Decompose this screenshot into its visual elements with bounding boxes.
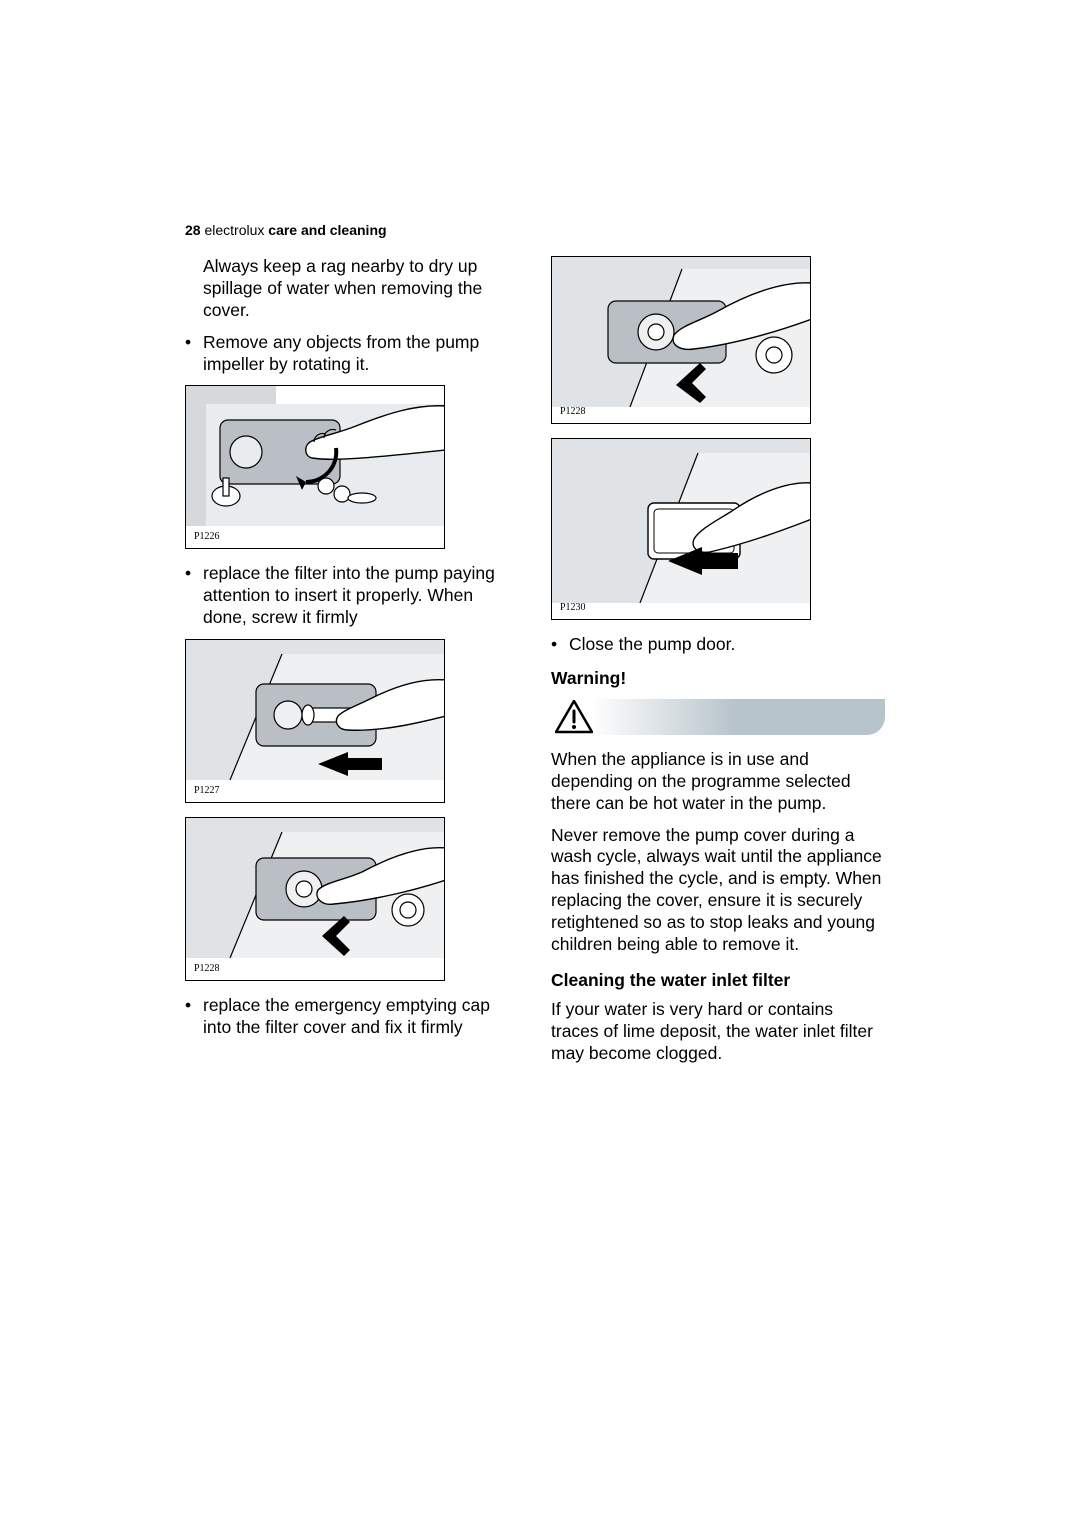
figure-label: P1230 [560, 602, 586, 613]
step-text: replace the filter into the pump paying … [203, 563, 519, 629]
subheading-inlet-filter: Cleaning the water inlet filter [551, 970, 885, 991]
figure-p1230: P1230 [551, 438, 811, 620]
step-close-door: • Close the pump door. [551, 634, 885, 656]
figure-label: P1227 [194, 785, 220, 796]
step-text: replace the emergency emptying cap into … [203, 995, 519, 1039]
two-column-layout: Always keep a rag nearby to dry up spill… [185, 256, 885, 1074]
brand-name: electrolux [204, 222, 264, 238]
right-column: P1228 [551, 256, 885, 1074]
left-column: Always keep a rag nearby to dry up spill… [185, 256, 519, 1074]
warning-heading: Warning! [551, 668, 885, 689]
figure-label: P1228 [194, 963, 220, 974]
figure-body [186, 640, 444, 780]
figure-body [186, 386, 444, 526]
illustration-screw-filter [186, 818, 444, 958]
step-replace-cap: • replace the emergency emptying cap int… [185, 995, 519, 1039]
figure-label: P1226 [194, 531, 220, 542]
step-remove-objects: • Remove any objects from the pump impel… [185, 332, 519, 376]
bullet-icon: • [551, 634, 569, 656]
figure-body [552, 257, 810, 407]
illustration-remove-objects [186, 386, 444, 526]
figure-p1227: P1227 [185, 639, 445, 803]
inlet-filter-paragraph: If your water is very hard or contains t… [551, 999, 885, 1065]
bullet-icon: • [185, 563, 203, 629]
bullet-icon: • [185, 332, 203, 376]
illustration-close-door [552, 439, 810, 603]
warning-bar [551, 699, 885, 735]
illustration-insert-filter [186, 640, 444, 780]
figure-label: P1228 [560, 406, 586, 417]
page-number: 28 [185, 222, 201, 238]
warning-paragraph-2: Never remove the pump cover during a was… [551, 825, 885, 956]
figure-body [552, 439, 810, 603]
page-header: 28 electrolux care and cleaning [185, 222, 885, 238]
step-replace-filter: • replace the filter into the pump payin… [185, 563, 519, 629]
figure-body [186, 818, 444, 958]
figure-p1228-right: P1228 [551, 256, 811, 424]
section-title: care and cleaning [268, 222, 386, 238]
warning-bar-bg [551, 699, 885, 735]
manual-page: 28 electrolux care and cleaning Always k… [185, 222, 885, 1074]
figure-p1226: P1226 [185, 385, 445, 549]
step-text: Remove any objects from the pump impelle… [203, 332, 519, 376]
illustration-fix-cap [552, 257, 810, 407]
warning-triangle-icon [555, 700, 593, 734]
bullet-icon: • [185, 995, 203, 1039]
intro-paragraph: Always keep a rag nearby to dry up spill… [185, 256, 519, 322]
figure-p1228-left: P1228 [185, 817, 445, 981]
warning-paragraph-1: When the appliance is in use and dependi… [551, 749, 885, 815]
step-text: Close the pump door. [569, 634, 885, 656]
